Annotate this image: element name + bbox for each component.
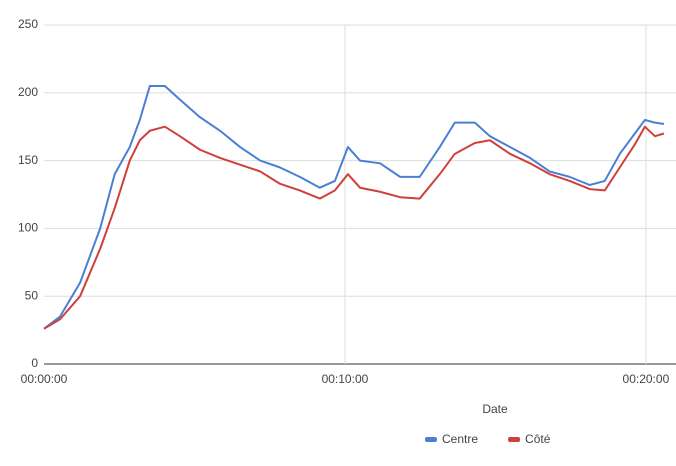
legend-label: Côté bbox=[525, 432, 551, 446]
y-tick-label: 200 bbox=[18, 85, 38, 99]
data-line bbox=[43, 125, 665, 330]
x-axis-title: Date bbox=[482, 402, 508, 416]
y-tick-label: 250 bbox=[18, 17, 38, 31]
y-tick-label: 100 bbox=[18, 221, 38, 235]
y-tick-label: 50 bbox=[25, 288, 39, 302]
y-tick-label: 150 bbox=[18, 153, 38, 167]
x-tick-label: 00:20:00 bbox=[623, 372, 670, 386]
legend-swatch bbox=[425, 437, 437, 442]
x-tick-label: 00:00:00 bbox=[21, 372, 68, 386]
data-line bbox=[43, 85, 665, 330]
legend-swatch bbox=[508, 437, 521, 442]
y-tick-label: 0 bbox=[31, 356, 38, 370]
legend-label: Centre bbox=[442, 432, 478, 446]
x-tick-label: 00:10:00 bbox=[322, 372, 369, 386]
